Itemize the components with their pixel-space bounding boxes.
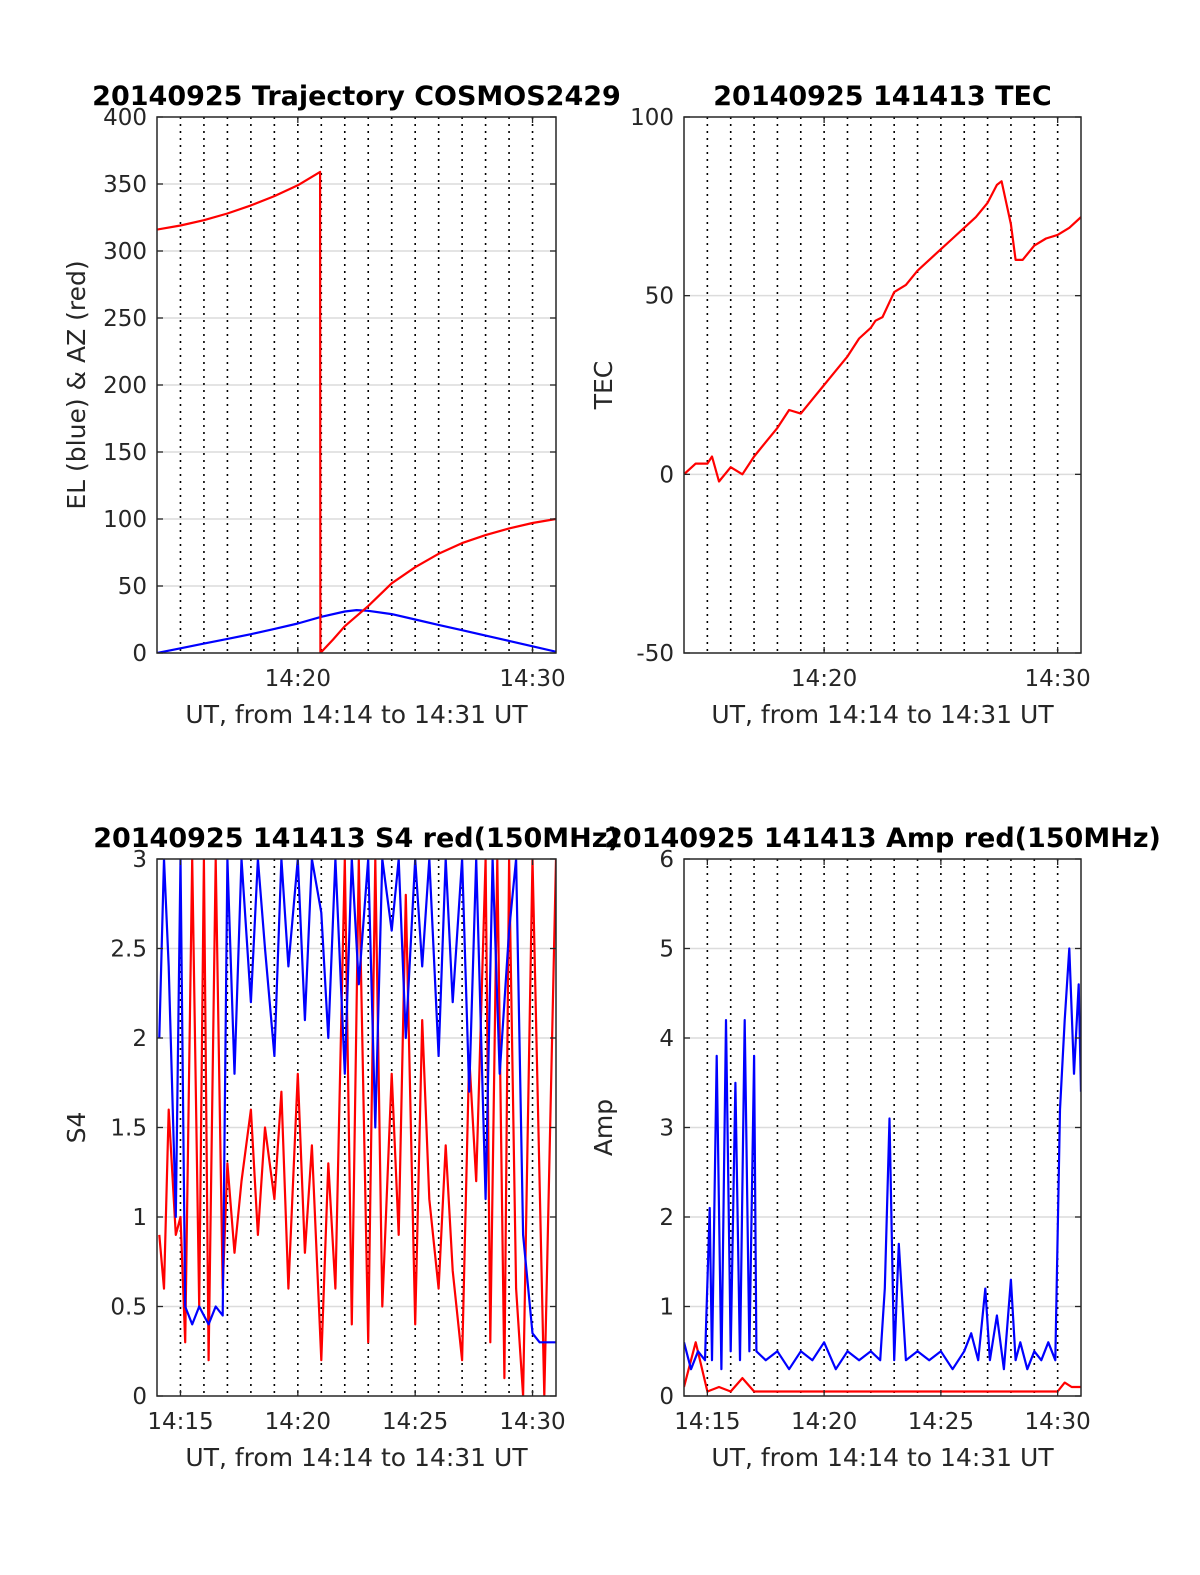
series-line-0: [684, 1341, 1081, 1393]
y-tick-label: 300: [103, 239, 147, 265]
x-tick-label: 14:15: [674, 1409, 740, 1435]
y-tick-label: 2: [132, 1026, 147, 1052]
y-tick-label: 0: [659, 1384, 674, 1410]
axes-box: [683, 116, 1082, 654]
y-axis-label: Amp: [589, 1099, 618, 1156]
y-tick-label: 0: [132, 1384, 147, 1410]
y-tick-label: 50: [118, 574, 147, 600]
x-tick-label: 14:25: [908, 1409, 974, 1435]
y-tick-label: 4: [659, 1026, 674, 1052]
y-tick-label: 6: [659, 847, 674, 873]
series-line-0: [684, 180, 1081, 483]
x-tick-label: 14:20: [791, 666, 857, 692]
x-tick-label: 14:30: [1024, 666, 1090, 692]
x-tick-label: 14:20: [265, 1409, 331, 1435]
y-tick-label: 0.5: [110, 1295, 147, 1321]
x-axis-label: UT, from 14:14 to 14:31 UT: [185, 700, 528, 729]
y-tick-label: 50: [645, 284, 674, 310]
x-tick-label: 14:30: [499, 666, 565, 692]
y-tick-label: 350: [103, 172, 147, 198]
y-tick-label: 250: [103, 306, 147, 332]
y-tick-label: 0: [132, 641, 147, 667]
y-tick-label: 1: [132, 1205, 147, 1231]
chart-title: 20140925 Trajectory COSMOS2429: [92, 81, 621, 112]
y-axis-label: S4: [62, 1112, 91, 1144]
x-tick-label: 14:30: [499, 1409, 565, 1435]
x-tick-label: 14:30: [1024, 1409, 1090, 1435]
y-axis-label: EL (blue) & AZ (red): [62, 260, 91, 509]
y-tick-label: 150: [103, 440, 147, 466]
series-line-0: [157, 609, 556, 653]
x-tick-label: 14:15: [147, 1409, 213, 1435]
y-tick-label: 5: [659, 937, 674, 963]
y-tick-label: 100: [630, 105, 674, 131]
x-tick-label: 14:25: [382, 1409, 448, 1435]
x-tick-label: 14:20: [791, 1409, 857, 1435]
chart-panel-2: 0 0.5 1 1.5 2 2.5 3 14:15 14:20 14:25 14:30 2014092…: [62, 823, 620, 1472]
y-tick-label: 2: [659, 1205, 674, 1231]
y-tick-label: 200: [103, 373, 147, 399]
series-line-1: [158, 859, 556, 1344]
y-axis-label: TEC: [589, 361, 618, 411]
y-tick-label: -50: [636, 641, 674, 667]
chart-panel-1: -50 0 50 100 14:20 14:30 20140925 141413 TEC UT…: [589, 81, 1091, 729]
chart-title: 20140925 141413 S4 red(150MHz): [93, 823, 620, 854]
series-line-1: [684, 947, 1081, 1371]
x-tick-label: 14:20: [265, 666, 331, 692]
y-tick-label: 1.5: [110, 1116, 147, 1142]
x-axis-label: UT, from 14:14 to 14:31 UT: [711, 700, 1054, 729]
chart-panel-3: 0 1 2 3 4 5 6 14:15 14:20 14:25 14:30 20140925 1414…: [589, 823, 1161, 1472]
y-tick-label: 2.5: [110, 937, 147, 963]
plot-area: [684, 117, 1081, 653]
x-axis-label: UT, from 14:14 to 14:31 UT: [185, 1443, 528, 1472]
y-tick-label: 0: [659, 462, 674, 488]
y-tick-label: 1: [659, 1295, 674, 1321]
y-tick-label: 3: [659, 1116, 674, 1142]
x-axis-label: UT, from 14:14 to 14:31 UT: [711, 1443, 1054, 1472]
chart-title: 20140925 141413 Amp red(150MHz): [604, 823, 1161, 854]
y-tick-label: 100: [103, 507, 147, 533]
y-tick-label: 3: [132, 847, 147, 873]
chart-panel-0: 0 50 100 150 200 250 300 350 400 14:20 14:30 201409…: [62, 81, 621, 729]
series-line-0: [158, 859, 556, 1396]
y-tick-label: 400: [103, 105, 147, 131]
series-line-1: [157, 170, 556, 653]
chart-title: 20140925 141413 TEC: [713, 81, 1052, 112]
